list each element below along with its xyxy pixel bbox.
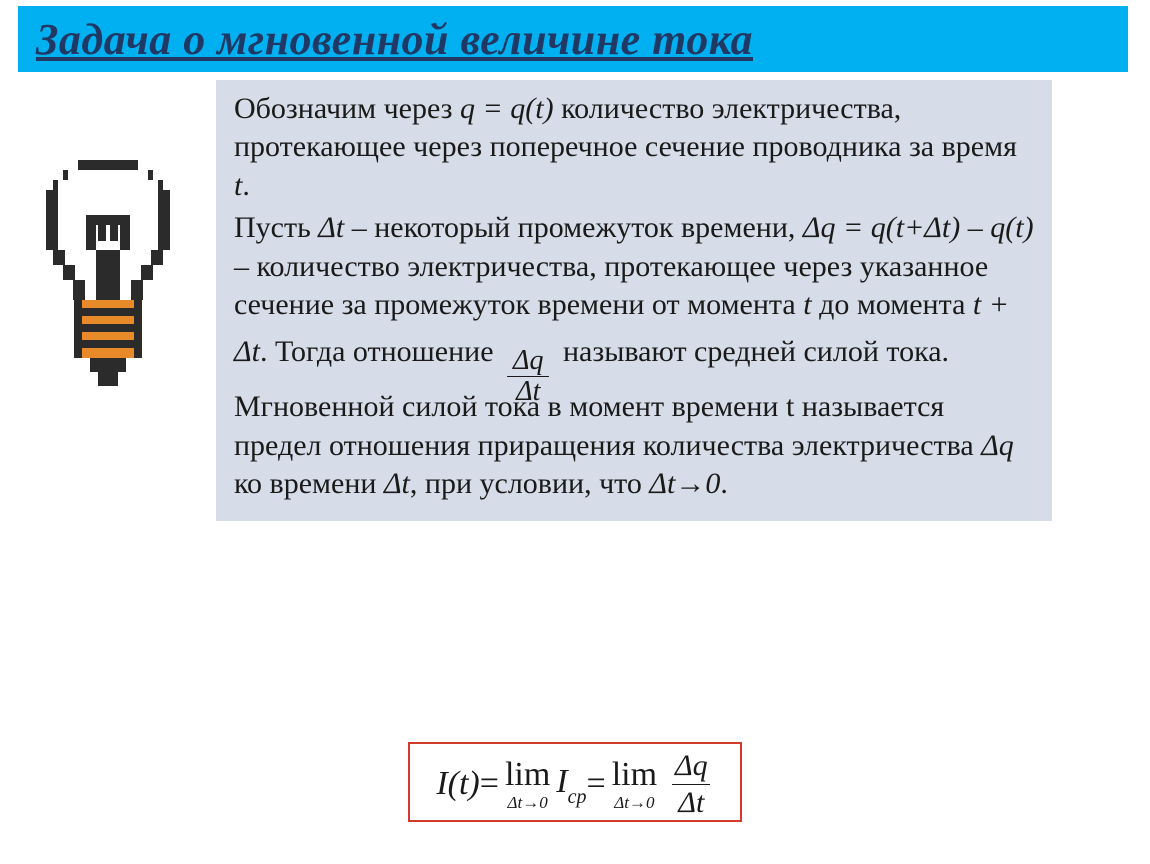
- lim-block-2: lim Δt→0: [612, 758, 657, 811]
- lim-block-1: lim Δt→0: [505, 758, 550, 811]
- slide: Задача о мгновенной величине тока: [0, 0, 1150, 864]
- paragraph-1: Обозначим через q = q(t) количество элек…: [234, 90, 1034, 205]
- inline-fraction: Δq Δt: [507, 346, 549, 406]
- slide-title: Задача о мгновенной величине тока: [36, 14, 753, 65]
- formula: I(t) = lim Δt→0 Iср = lim Δt→0 Δq Δt: [436, 750, 713, 818]
- body-text-box: Обозначим через q = q(t) количество элек…: [216, 80, 1052, 521]
- lightbulb-icon: [38, 160, 178, 400]
- paragraph-2: Пусть Δt – некоторый промежуток времени,…: [234, 209, 1034, 384]
- title-bar: Задача о мгновенной величине тока: [18, 6, 1128, 72]
- I-cp: Iср: [556, 763, 586, 806]
- formula-box: I(t) = lim Δt→0 Iср = lim Δt→0 Δq Δt: [408, 742, 741, 822]
- paragraph-3: Мгновенной силой тока в момент времени t…: [234, 388, 1034, 503]
- formula-container: I(t) = lim Δt→0 Iср = lim Δt→0 Δq Δt: [0, 742, 1150, 822]
- formula-fraction: Δq Δt: [669, 750, 714, 818]
